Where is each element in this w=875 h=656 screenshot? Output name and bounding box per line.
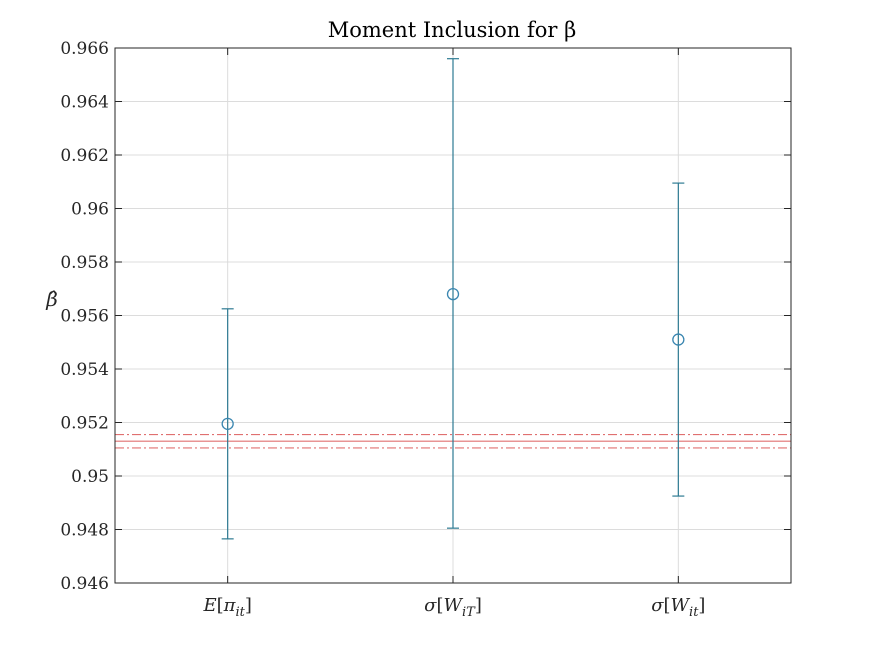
- errorbar-group: [221, 308, 234, 540]
- x-tick-label: E[πit]: [202, 595, 251, 620]
- estimate-marker: [446, 287, 460, 301]
- y-tick-label: 0.95: [71, 467, 109, 487]
- errorbar-group: [446, 58, 460, 529]
- x-tick-label: σ[WiT]: [424, 595, 482, 620]
- x-tick-label: σ[Wit]: [651, 595, 705, 620]
- chart-title: Moment Inclusion for β: [328, 18, 577, 42]
- y-tick-label: 0.96: [71, 200, 109, 220]
- error-bars: [221, 58, 685, 540]
- estimate-marker: [672, 333, 685, 346]
- y-tick-label: 0.962: [60, 146, 109, 166]
- y-tick-label: 0.946: [60, 574, 109, 594]
- y-tick-label: 0.952: [60, 414, 109, 434]
- y-tick-label: 0.954: [60, 360, 109, 380]
- y-tick-label: 0.958: [60, 253, 109, 273]
- estimate-marker: [221, 417, 234, 430]
- errorbar-group: [672, 182, 685, 497]
- y-tick-label: 0.966: [60, 39, 109, 59]
- y-tick-label: 0.964: [60, 93, 109, 113]
- y-axis-label: β̂: [45, 287, 58, 311]
- y-tick-label: 0.956: [60, 307, 109, 327]
- y-tick-label: 0.948: [60, 521, 109, 541]
- axis-ticks: 0.946 0.948 0.95 0.952 0.954 0.956 0.958 0.96 0.…: [60, 39, 791, 620]
